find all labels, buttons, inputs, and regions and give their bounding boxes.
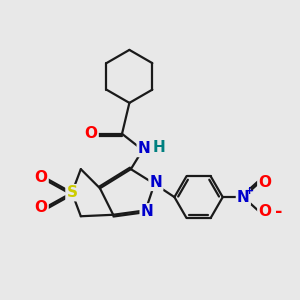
Text: O: O <box>85 126 98 141</box>
Text: O: O <box>34 170 48 185</box>
Text: H: H <box>152 140 165 154</box>
Text: O: O <box>258 175 271 190</box>
Text: O: O <box>258 204 271 219</box>
Text: N: N <box>149 175 162 190</box>
Text: N: N <box>141 204 153 219</box>
Text: N: N <box>237 190 250 205</box>
Text: N: N <box>138 141 151 156</box>
Text: -: - <box>275 203 282 221</box>
Text: +: + <box>245 186 254 196</box>
Text: O: O <box>34 200 48 215</box>
Text: S: S <box>67 185 77 200</box>
